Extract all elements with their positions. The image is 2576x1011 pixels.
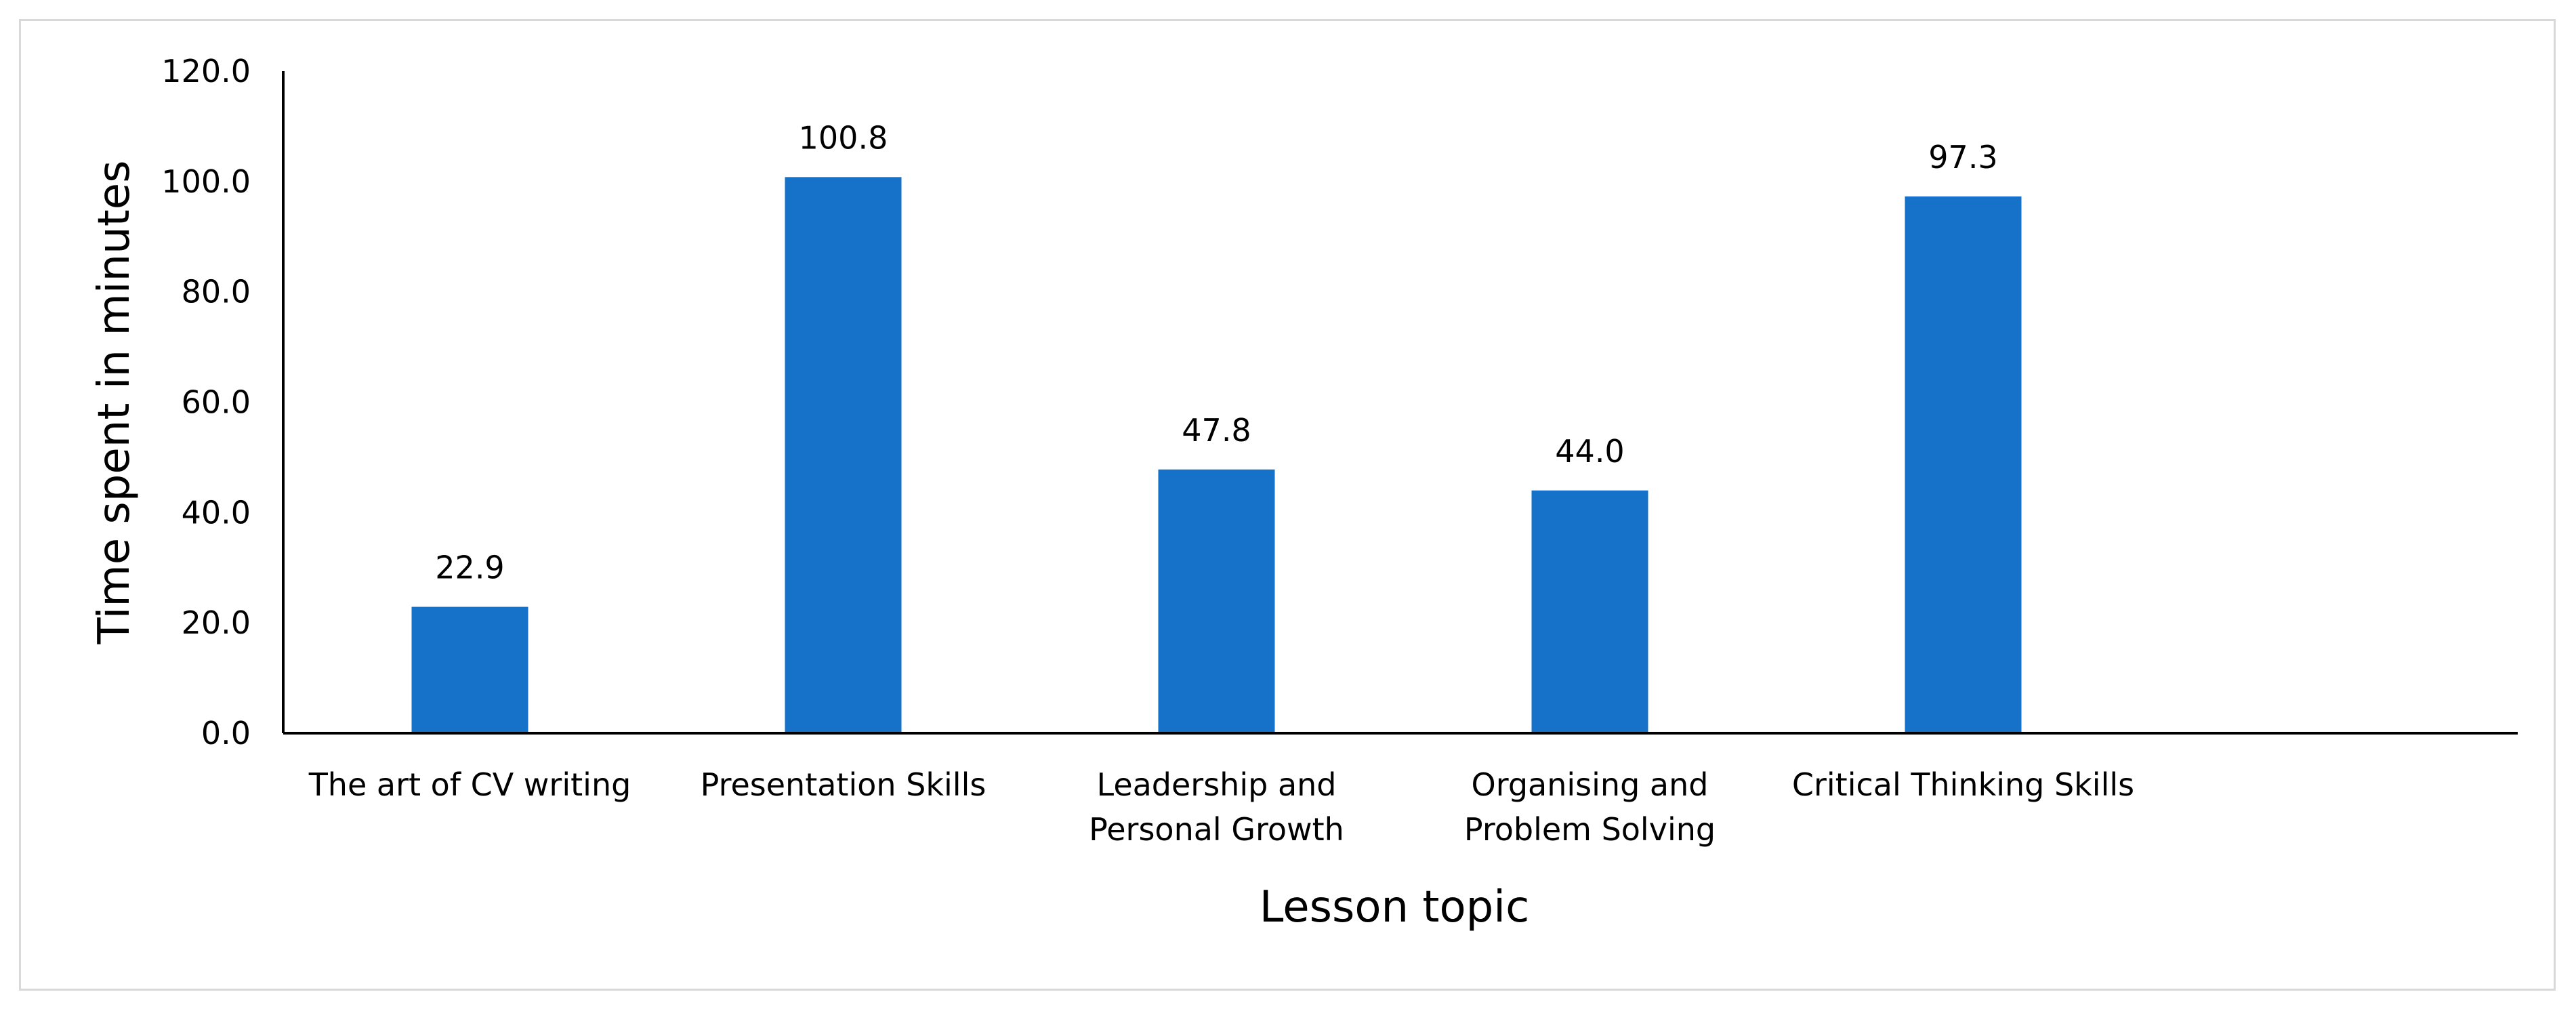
bars (411, 177, 2022, 734)
y-tick-label: 80.0 (182, 274, 251, 310)
x-category-label: Presentation Skills (701, 766, 986, 803)
y-axis-ticks: 0.0 20.0 40.0 60.0 80.0 100.0 120.0 (161, 53, 251, 751)
chart-frame (19, 19, 2556, 991)
x-axis-categories: The art of CV writing Presentation Skills… (308, 766, 2134, 848)
y-tick-label: 20.0 (182, 604, 251, 641)
y-tick-label: 100.0 (161, 163, 251, 200)
x-axis-title: Lesson topic (1260, 882, 1530, 932)
data-label: 44.0 (1555, 433, 1624, 470)
y-tick-label: 120.0 (161, 53, 251, 89)
x-category-label: Critical Thinking Skills (1792, 766, 2134, 803)
data-labels: 22.9 100.8 47.8 44.0 97.3 (435, 119, 1997, 585)
y-tick-label: 0.0 (201, 715, 251, 751)
data-label: 100.8 (799, 119, 888, 156)
data-label: 22.9 (435, 550, 504, 586)
x-category-label: Organising and Problem Solving (1464, 766, 1716, 848)
data-label: 97.3 (1928, 139, 1997, 176)
bar (1905, 196, 2022, 734)
x-category-label: Leadership and Personal Growth (1089, 766, 1344, 848)
bar (1531, 490, 1648, 733)
bar (785, 177, 902, 733)
y-axis-title: Time spent in minutes (89, 160, 140, 644)
y-tick-label: 40.0 (182, 494, 251, 531)
data-label: 47.8 (1182, 412, 1251, 449)
x-category-label: The art of CV writing (308, 766, 631, 803)
bar (411, 606, 528, 733)
bar (1158, 469, 1275, 733)
y-tick-label: 60.0 (182, 384, 251, 421)
